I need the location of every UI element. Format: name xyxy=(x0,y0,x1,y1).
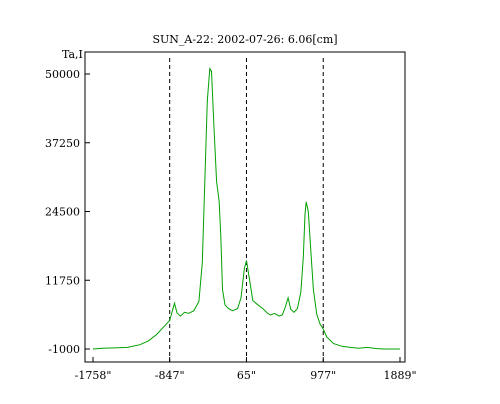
y-tick-label: 24500 xyxy=(45,206,80,219)
y-axis-ticks: -1000 11750 24500 37250 50000 xyxy=(45,68,90,356)
plot-frame xyxy=(84,51,406,363)
x-tick-label: 65" xyxy=(237,369,256,382)
x-tick-label: 977" xyxy=(310,369,336,382)
y-tick-label: -1000 xyxy=(48,343,80,356)
x-tick-label: 1889" xyxy=(383,369,416,382)
y-tick-label: 50000 xyxy=(45,68,80,81)
x-tick-label: -1758" xyxy=(75,369,112,382)
series-group xyxy=(92,67,400,350)
series-line xyxy=(92,67,400,350)
x-tick-label: -847" xyxy=(155,369,185,382)
y-tick-label: 37250 xyxy=(45,137,80,150)
y-tick-label: 11750 xyxy=(45,274,80,287)
y-axis-label: Ta,I xyxy=(62,48,83,61)
reference-lines xyxy=(169,58,324,362)
chart-title: SUN_A-22: 2002-07-26: 6.06[cm] xyxy=(152,33,337,46)
x-axis-ticks: -1758" -847" 65" 977" 1889" xyxy=(75,357,417,382)
